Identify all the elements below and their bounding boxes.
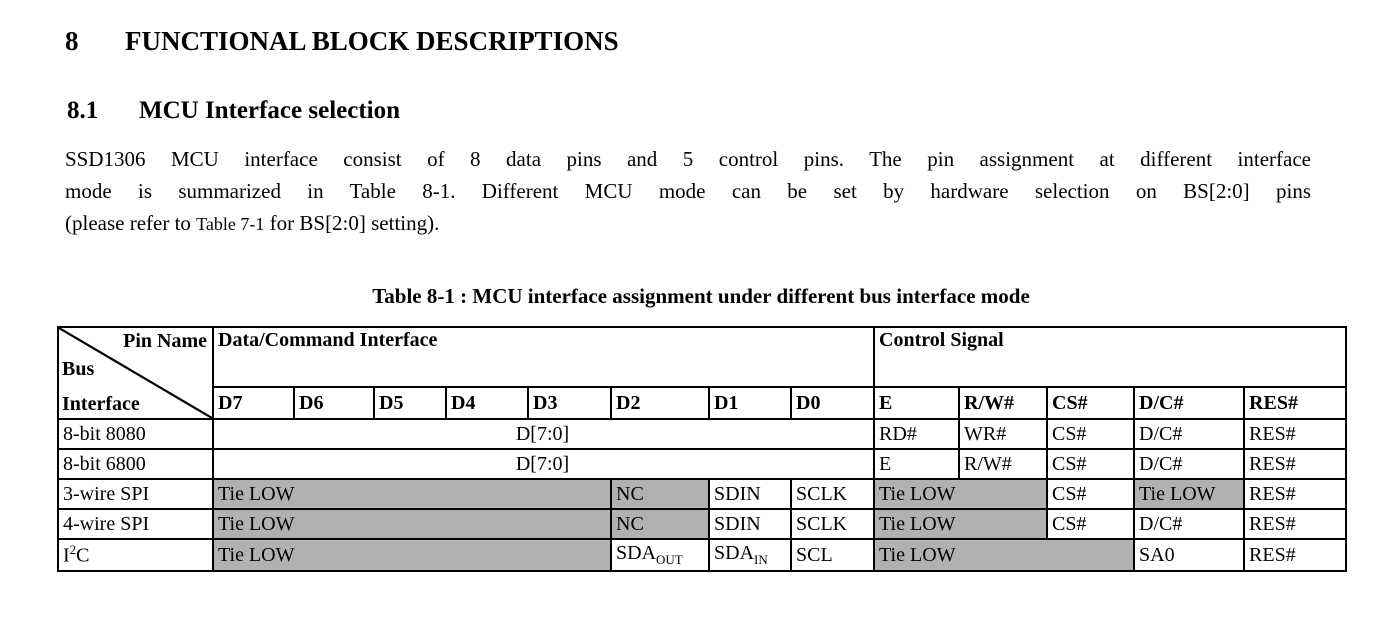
col-header-cs: CS# [1046, 386, 1136, 420]
cs-cell: CS# [1046, 508, 1136, 540]
paragraph-line-3: (please refer to Table 7-1 for BS[2:0] s… [65, 207, 1311, 240]
e-cell: RD# [873, 418, 961, 450]
table-7-1-reference: Table 7-1 [196, 214, 265, 234]
res-cell: RES# [1243, 448, 1348, 480]
sdin-cell: SDIN [708, 508, 792, 540]
col-header-rw: R/W# [958, 386, 1049, 420]
paragraph-line-3-post: for BS[2:0] setting). [264, 211, 440, 235]
col-header-d3: D3 [527, 386, 612, 420]
group-header-data-command: Data/Command Interface [211, 326, 876, 388]
nc-cell: NC [610, 508, 710, 540]
bus-interface-cell: 8-bit 8080 [57, 418, 214, 450]
col-header-d2: D2 [610, 386, 710, 420]
paragraph-line-1: SSD1306 MCU interface consist of 8 data … [65, 147, 1311, 171]
tie-low-cell: Tie LOW [1133, 478, 1246, 510]
table-caption: Table 8-1 : MCU interface assignment und… [372, 284, 1030, 308]
col-header-d0: D0 [789, 386, 876, 420]
tie-low-cell: Tie LOW [212, 508, 612, 540]
cs-cell: CS# [1046, 478, 1136, 510]
res-cell: RES# [1243, 418, 1348, 450]
table-row-i2c: I2C Tie LOW SDAOUT SDAIN SCL Tie LOW SA0… [57, 538, 1348, 572]
sclk-cell: SCLK [789, 478, 876, 510]
bus-interface-cell: 3-wire SPI [57, 478, 214, 510]
table-row-3wire-spi: 3-wire SPI Tie LOW NC SDIN SCLK Tie LOW … [57, 478, 1348, 510]
col-header-d5: D5 [373, 386, 447, 420]
i2c-label-sup: 2 [69, 542, 77, 558]
table-group-header-row: Pin Name Bus Interface Data/Command Inte… [57, 326, 1348, 420]
dc-cell: D/C# [1133, 508, 1246, 540]
res-cell: RES# [1243, 538, 1348, 572]
dc-cell: D/C# [1133, 418, 1246, 450]
sda-out-base: SDA [616, 542, 657, 564]
sda-out-cell: SDAOUT [610, 538, 710, 572]
section-heading: 8 FUNCTIONAL BLOCK DESCRIPTIONS [65, 26, 619, 57]
tie-low-cell: Tie LOW [873, 538, 1136, 572]
table-row-8bit-8080: 8-bit 8080 D[7:0] RD# WR# CS# D/C# RES# [57, 418, 1348, 450]
res-cell: RES# [1243, 508, 1348, 540]
col-header-d1: D1 [708, 386, 792, 420]
body-paragraph: SSD1306 MCU interface consist of 8 data … [65, 143, 1311, 240]
col-header-d4: D4 [445, 386, 529, 420]
diagonal-line [59, 328, 212, 418]
rw-cell: WR# [958, 418, 1049, 450]
sdin-cell: SDIN [708, 478, 792, 510]
mcu-interface-table: Pin Name Bus Interface Data/Command Inte… [57, 326, 1348, 572]
data-bus-cell: D[7:0] [211, 448, 876, 480]
corner-pin-name-label: Pin Name [123, 330, 207, 352]
nc-cell: NC [610, 478, 710, 510]
bus-interface-cell: 8-bit 6800 [57, 448, 214, 480]
tie-low-cell: Tie LOW [212, 478, 612, 510]
sda-in-base: SDA [714, 542, 755, 564]
cs-cell: CS# [1046, 418, 1136, 450]
sda-in-sub: IN [754, 552, 768, 567]
table-row-4wire-spi: 4-wire SPI Tie LOW NC SDIN SCLK Tie LOW … [57, 508, 1348, 540]
table-column-header-row: D7 D6 D5 D4 D3 D2 D1 D0 E R/W# CS# D/C# … [58, 386, 1348, 420]
tie-low-cell: Tie LOW [873, 508, 1049, 540]
i2c-label-rest: C [76, 544, 90, 567]
section-title: FUNCTIONAL BLOCK DESCRIPTIONS [125, 26, 619, 56]
col-header-dc: D/C# [1133, 386, 1246, 420]
data-bus-cell: D[7:0] [211, 418, 876, 450]
col-header-d7: D7 [212, 386, 295, 420]
corner-cell: Pin Name Bus Interface [57, 326, 214, 420]
sda-out-sub: OUT [656, 552, 683, 567]
col-header-d6: D6 [293, 386, 375, 420]
sda-in-cell: SDAIN [708, 538, 792, 572]
i2c-label-base: I [63, 544, 70, 567]
group-header-control: Control Signal [873, 326, 1348, 388]
section-number: 8 [65, 26, 79, 56]
sclk-cell: SCLK [789, 508, 876, 540]
corner-interface-label: Interface [62, 393, 140, 415]
sa0-cell: SA0 [1133, 538, 1246, 572]
subsection-heading: 8.1 MCU Interface selection [67, 97, 400, 125]
paragraph-line-3-pre: (please refer to [65, 211, 197, 235]
paragraph-line-2: mode is summarized in Table 8-1. Differe… [65, 179, 1311, 203]
col-header-e: E [873, 386, 961, 420]
corner-bus-label: Bus [62, 358, 95, 380]
e-cell: E [873, 448, 961, 480]
bus-interface-cell: I2C [57, 538, 214, 572]
tie-low-cell: Tie LOW [873, 478, 1049, 510]
col-header-res: RES# [1243, 386, 1348, 420]
subsection-number: 8.1 [67, 97, 99, 124]
res-cell: RES# [1243, 478, 1348, 510]
tie-low-cell: Tie LOW [212, 538, 612, 572]
subsection-title: MCU Interface selection [139, 97, 401, 124]
rw-cell: R/W# [958, 448, 1049, 480]
dc-cell: D/C# [1133, 448, 1246, 480]
scl-cell: SCL [789, 538, 876, 572]
bus-interface-cell: 4-wire SPI [57, 508, 214, 540]
table-row-8bit-6800: 8-bit 6800 D[7:0] E R/W# CS# D/C# RES# [57, 448, 1348, 480]
cs-cell: CS# [1046, 448, 1136, 480]
